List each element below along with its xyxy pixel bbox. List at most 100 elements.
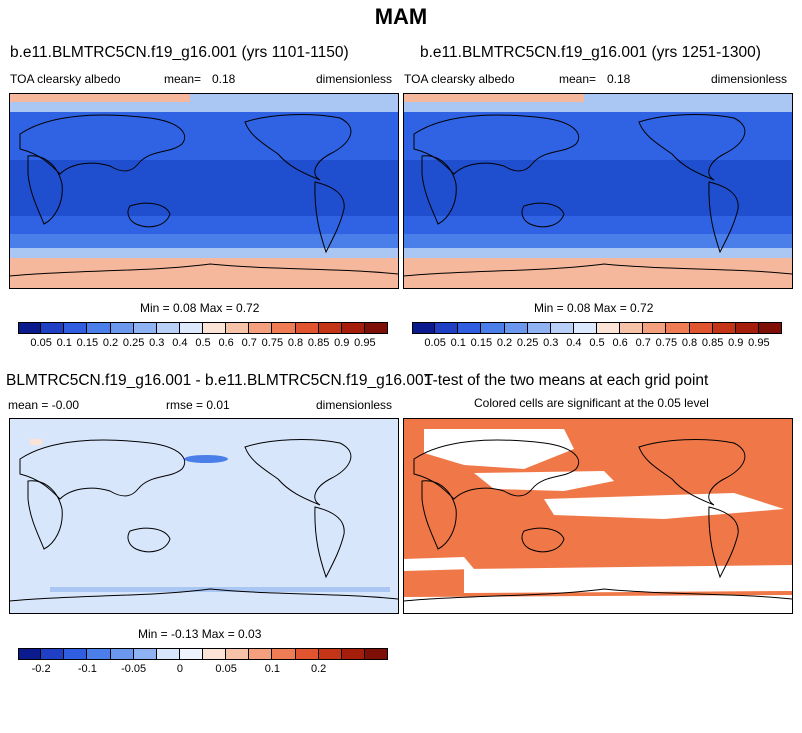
coastline-australia xyxy=(521,202,565,228)
coastline-antarctica xyxy=(404,263,792,277)
units-label-top-right: dimensionless xyxy=(711,72,788,86)
arctic-peach xyxy=(10,94,190,102)
colorbar-top-right: 0.05 0.1 0.15 0.2 0.25 0.3 0.4 0.5 0.6 0.7 0.75 0.8… xyxy=(412,322,782,350)
colorbar-swatch xyxy=(689,322,713,334)
panel-title-bottom-left: BLMTRC5CN.f19_g16.001 - b.e11.BLMTRC5CN.… xyxy=(6,372,433,389)
colorbar-swatch xyxy=(272,648,296,660)
colorbar-tick-label: 0.6 xyxy=(612,337,628,349)
colorbar-swatch xyxy=(481,322,505,334)
colorbar-frame xyxy=(18,322,388,334)
panel-title-bottom-right: T-test of the two means at each grid poi… xyxy=(424,372,709,389)
colorbar-swatch xyxy=(133,322,157,334)
colorbar-swatch xyxy=(295,322,319,334)
colorbar-tick-label: 0.25 xyxy=(122,337,145,349)
colorbar-tick-label: 0.85 xyxy=(307,337,330,349)
colorbar-tick-label: 0.2 xyxy=(496,337,513,349)
colorbar-frame xyxy=(18,648,388,660)
colorbar-swatch xyxy=(550,322,574,334)
coastline-antarctica xyxy=(404,588,792,602)
colorbar-swatch xyxy=(735,322,759,334)
colorbar-tick-label: 0.85 xyxy=(701,337,724,349)
colorbar-swatch xyxy=(179,322,203,334)
colorbar-swatch xyxy=(179,648,203,660)
colorbar-tick-label: 0.05 xyxy=(30,337,52,349)
coastline-africa xyxy=(27,480,63,550)
insignificant-region xyxy=(474,471,614,491)
coastline-australia xyxy=(521,527,565,553)
panel-title-top-left: b.e11.BLMTRC5CN.f19_g16.001 (yrs 1101-11… xyxy=(10,44,349,61)
tropical-band xyxy=(404,160,792,216)
colorbar-swatch xyxy=(620,322,644,334)
colorbar-swatch xyxy=(666,322,690,334)
colorbar-tick-label: 0.15 xyxy=(470,337,493,349)
colorbar-tick-label: 0.95 xyxy=(748,337,770,349)
colorbar-tick-label: 0.15 xyxy=(76,337,99,349)
colorbar-tick-label: 0.05 xyxy=(424,337,446,349)
colorbar-tick-label: 0.1 xyxy=(264,663,281,675)
colorbar-swatch xyxy=(110,648,134,660)
colorbar-tick-label: 0.5 xyxy=(195,337,211,349)
antarctic-albedo xyxy=(404,258,792,288)
coastline-antarctica xyxy=(10,263,398,277)
colorbar-tick-label: 0.1 xyxy=(450,337,466,349)
colorbar-swatch xyxy=(203,648,227,660)
colorbar-tick-label: 0.95 xyxy=(354,337,376,349)
colorbar-tick-label: 0.5 xyxy=(589,337,605,349)
coastline-namerica xyxy=(244,439,352,506)
coastline-namerica xyxy=(244,114,352,181)
insignificant-region xyxy=(464,565,792,593)
coastline-samerica xyxy=(314,181,345,254)
colorbar-swatch xyxy=(712,322,736,334)
colorbar-swatch xyxy=(203,322,227,334)
colorbar-swatch xyxy=(412,322,436,334)
colorbar-swatch xyxy=(435,322,459,334)
variable-label-top-right: TOA clearsky albedo xyxy=(404,72,515,86)
mean-value-top-right: 0.18 xyxy=(607,72,631,86)
colorbar-swatch xyxy=(573,322,597,334)
panel-title-top-right: b.e11.BLMTRC5CN.f19_g16.001 (yrs 1251-13… xyxy=(420,44,761,61)
colorbar-tick-label: -0.1 xyxy=(77,663,97,675)
coastline-eurasia xyxy=(19,114,186,175)
colorbar-swatch xyxy=(341,648,365,660)
colorbar-swatch xyxy=(41,648,65,660)
difference-map xyxy=(9,418,399,614)
negative-anomaly xyxy=(184,455,228,463)
sea-ice-edge xyxy=(404,248,792,258)
coastline-africa xyxy=(421,480,457,550)
colorbar-swatch xyxy=(18,322,42,334)
mean-label-top-right: mean= xyxy=(559,72,597,86)
arctic-peach xyxy=(404,94,584,102)
colorbar-tick-label: 0.75 xyxy=(655,337,678,349)
colorbar-tick-label: 0.75 xyxy=(261,337,284,349)
colorbar-swatch xyxy=(249,322,273,334)
coastline-samerica xyxy=(708,181,739,254)
coastline-samerica xyxy=(708,506,739,579)
colorbar-swatch xyxy=(133,648,157,660)
colorbar-tick-label: 0.4 xyxy=(172,337,188,349)
colorbar-tick-label: 0 xyxy=(176,663,183,675)
mean-label-top-left: mean= xyxy=(164,72,202,86)
coastline-eurasia xyxy=(19,439,186,500)
antarctic-albedo xyxy=(10,258,398,288)
colorbar-swatch xyxy=(64,648,88,660)
colorbar-swatch xyxy=(41,322,65,334)
coastline-eurasia xyxy=(413,114,580,175)
tropical-band xyxy=(10,160,398,216)
colorbar-swatch xyxy=(110,322,134,334)
colorbar-swatch xyxy=(504,322,528,334)
coastline-africa xyxy=(27,155,63,225)
insignificant-region xyxy=(404,557,474,571)
colorbar-swatch xyxy=(318,322,342,334)
colorbar-tick-label: 0.8 xyxy=(681,337,698,349)
colorbar-tick-label: 0.1 xyxy=(56,337,72,349)
colorbar-tick-label: 0.2 xyxy=(102,337,119,349)
minmax-top-left: Min = 0.08 Max = 0.72 xyxy=(140,301,260,315)
colorbar-tick-label: 0.05 xyxy=(215,663,237,675)
rmse-label-bottom-left: rmse = 0.01 xyxy=(166,398,230,412)
colorbar-swatch xyxy=(226,322,250,334)
colorbar-frame xyxy=(412,322,782,334)
colorbar-tick-label: 0.6 xyxy=(218,337,234,349)
colorbar-swatch xyxy=(249,648,273,660)
albedo-map-top-left xyxy=(9,93,399,289)
variable-label-top-left: TOA clearsky albedo xyxy=(10,72,121,86)
